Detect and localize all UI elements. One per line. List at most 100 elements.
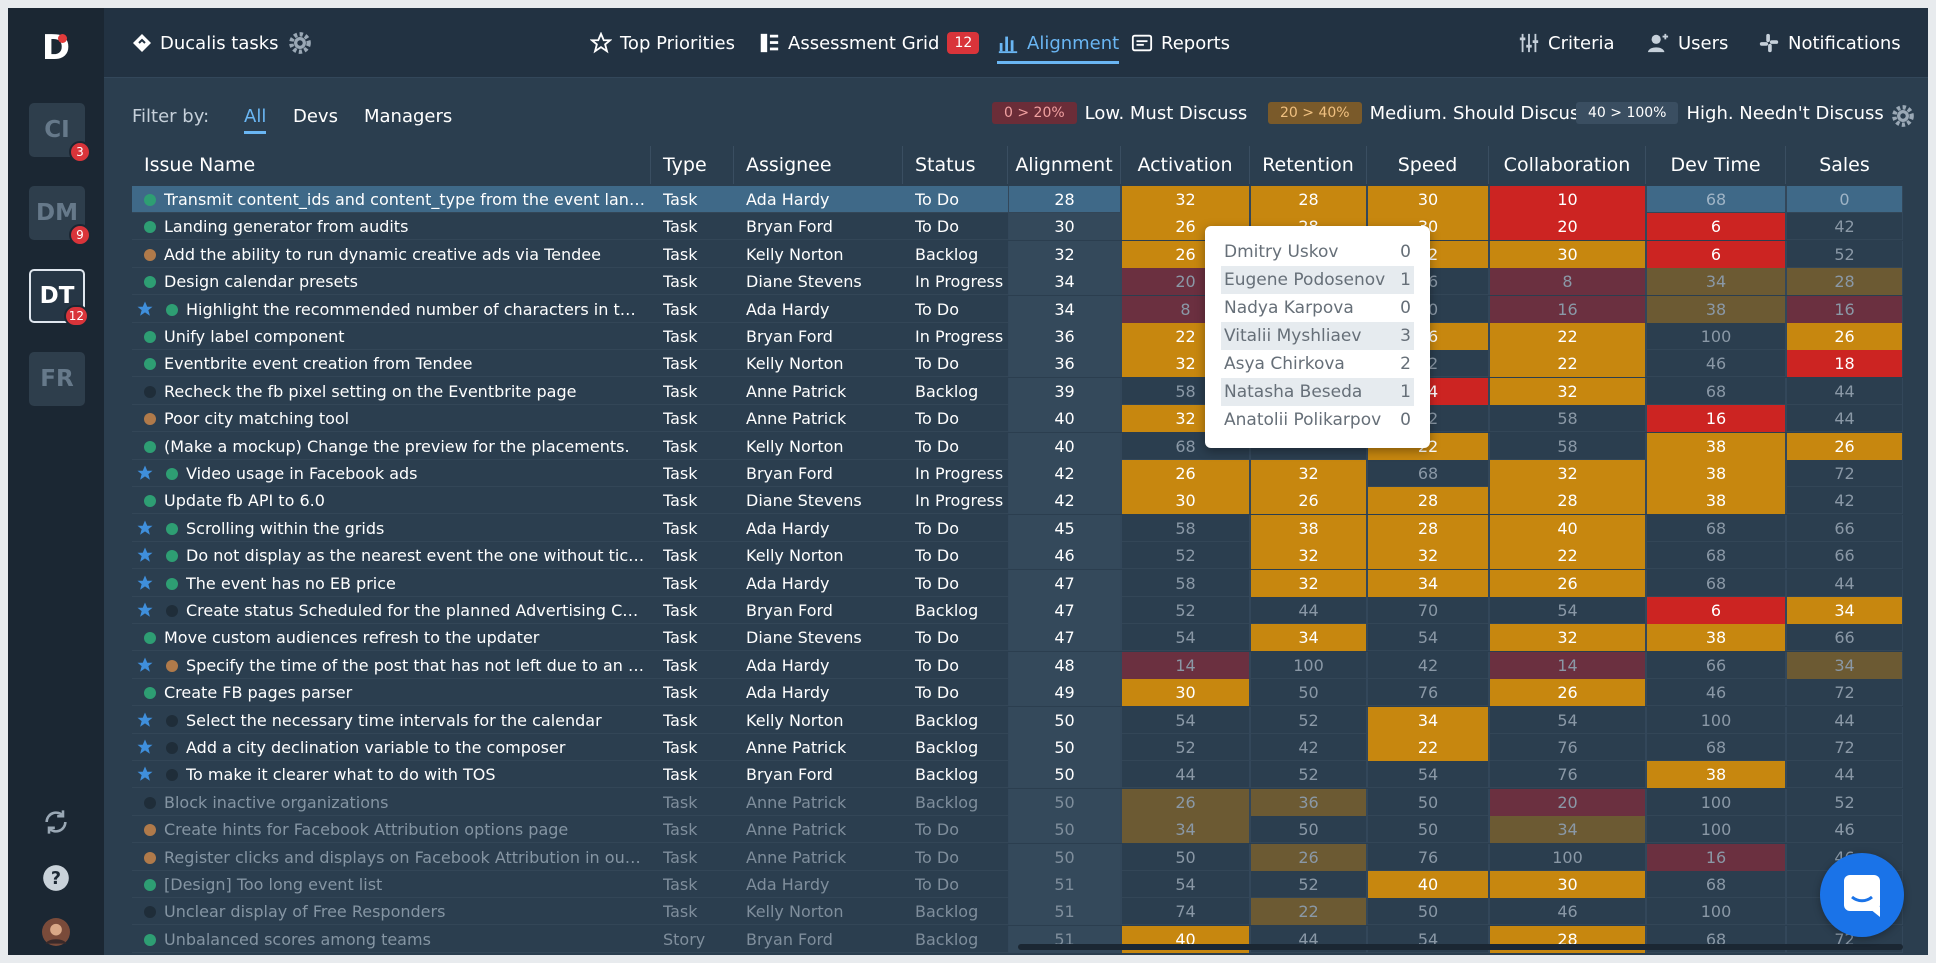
criteria-score[interactable]: 20 [1489, 788, 1646, 816]
project-dt[interactable]: DT 12 [29, 269, 89, 327]
help-icon[interactable]: ? [42, 864, 70, 892]
star-icon[interactable] [136, 711, 154, 729]
criteria-score[interactable]: 22 [1489, 323, 1646, 350]
criteria-score[interactable]: 76 [1367, 843, 1489, 871]
project-dm[interactable]: DM 9 [29, 186, 91, 246]
criteria-score[interactable]: 34 [1121, 816, 1250, 844]
criteria-score[interactable]: 72 [1786, 734, 1903, 761]
table-row[interactable]: Do not display as the nearest event the … [132, 542, 1903, 570]
criteria-score[interactable]: 46 [1646, 350, 1786, 378]
table-row[interactable]: Design calendar presets Task Diane Stevens… [132, 268, 1903, 296]
criteria-score[interactable]: 42 [1786, 487, 1903, 515]
table-row[interactable]: Move custom audiences refresh to the upd… [132, 624, 1903, 652]
issue-name[interactable]: Highlight the recommended number of char… [186, 299, 645, 319]
criteria-score[interactable]: 40 [1489, 514, 1646, 542]
tab-assessment-grid[interactable]: Assessment Grid 12 [758, 28, 980, 58]
star-icon[interactable] [136, 519, 154, 537]
criteria-score[interactable]: 100 [1646, 788, 1786, 816]
header-alignment[interactable]: Alignment [1008, 146, 1121, 184]
criteria-score[interactable]: 100 [1646, 323, 1786, 350]
criteria-score[interactable]: 66 [1646, 651, 1786, 679]
criteria-score[interactable]: 14 [1489, 651, 1646, 679]
criteria-score[interactable]: 44 [1786, 405, 1903, 433]
criteria-score[interactable]: 32 [1121, 186, 1250, 213]
criteria-score[interactable]: 6 [1646, 597, 1786, 624]
criteria-score[interactable]: 16 [1646, 843, 1786, 871]
horizontal-scrollbar[interactable] [1018, 944, 1903, 950]
criteria-score[interactable]: 28 [1367, 514, 1489, 542]
criteria-score[interactable]: 32 [1367, 542, 1489, 570]
star-icon[interactable] [136, 464, 154, 482]
criteria-score[interactable]: 42 [1367, 651, 1489, 679]
criteria-score[interactable]: 66 [1786, 542, 1903, 570]
settings-gear-icon[interactable] [287, 30, 313, 56]
criteria-score[interactable]: 44 [1786, 761, 1903, 789]
criteria-score[interactable]: 32 [1250, 460, 1367, 487]
table-row[interactable]: [Design] Too long event list Task Ada Hard… [132, 871, 1903, 898]
issue-name[interactable]: Select the necessary time intervals for … [186, 710, 602, 730]
table-row[interactable]: Add a city declination variable to the c… [132, 734, 1903, 761]
criteria-score[interactable]: 58 [1121, 569, 1250, 597]
criteria-score[interactable]: 20 [1489, 213, 1646, 241]
criteria-score[interactable]: 72 [1786, 460, 1903, 487]
criteria-score[interactable]: 26 [1121, 460, 1250, 487]
criteria-score[interactable]: 36 [1250, 788, 1367, 816]
star-icon[interactable] [136, 738, 154, 756]
criteria-score[interactable]: 52 [1121, 597, 1250, 624]
criteria-score[interactable]: 42 [1250, 734, 1367, 761]
table-row[interactable]: Unclear display of Free Responders Task Ke… [132, 898, 1903, 926]
criteria-score[interactable]: 38 [1646, 295, 1786, 323]
issue-name[interactable]: Update fb API to 6.0 [164, 491, 325, 511]
criteria-score[interactable]: 66 [1786, 624, 1903, 652]
table-row[interactable]: Landing generator from audits Task Bryan F… [132, 213, 1903, 241]
issue-name[interactable]: Create FB pages parser [164, 683, 353, 703]
criteria-score[interactable]: 32 [1250, 542, 1367, 570]
criteria-score[interactable]: 100 [1489, 843, 1646, 871]
criteria-score[interactable]: 68 [1646, 734, 1786, 761]
criteria-score[interactable]: 100 [1646, 898, 1786, 926]
header-sales[interactable]: Sales [1819, 154, 1870, 176]
issue-name[interactable]: Poor city matching tool [164, 409, 350, 429]
criteria-score[interactable]: 32 [1250, 569, 1367, 597]
criteria-score[interactable]: 22 [1489, 542, 1646, 570]
criteria-score[interactable]: 54 [1121, 706, 1250, 734]
criteria-score[interactable]: 50 [1367, 898, 1489, 926]
criteria-score[interactable]: 68 [1646, 569, 1786, 597]
issue-name[interactable]: Create status Scheduled for the planned … [186, 601, 645, 620]
criteria-score[interactable]: 16 [1646, 405, 1786, 433]
criteria-score[interactable]: 58 [1121, 514, 1250, 542]
star-icon[interactable] [136, 300, 154, 318]
criteria-score[interactable]: 34 [1646, 268, 1786, 296]
criteria-score[interactable]: 30 [1367, 186, 1489, 213]
criteria-score[interactable]: 22 [1250, 898, 1367, 926]
table-row[interactable]: Unify label component Task Bryan Ford In Pr… [132, 323, 1903, 350]
criteria-score[interactable]: 52 [1786, 240, 1903, 268]
issue-name[interactable]: Landing generator from audits [164, 217, 409, 237]
criteria-score[interactable]: 26 [1786, 432, 1903, 460]
criteria-score[interactable]: 46 [1646, 679, 1786, 707]
issue-name[interactable]: Unify label component [164, 327, 345, 346]
tab-reports[interactable]: Reports [1131, 28, 1230, 58]
criteria-score[interactable]: 100 [1646, 816, 1786, 844]
criteria-score[interactable]: 52 [1250, 871, 1367, 898]
criteria-score[interactable]: 46 [1786, 816, 1903, 844]
chat-button[interactable] [1820, 853, 1904, 937]
criteria-score[interactable]: 40 [1367, 871, 1489, 898]
criteria-score[interactable]: 68 [1646, 871, 1786, 898]
criteria-score[interactable]: 44 [1786, 706, 1903, 734]
header-retention[interactable]: Retention [1250, 146, 1367, 184]
criteria-score[interactable]: 68 [1367, 460, 1489, 487]
tab-top-priorities[interactable]: Top Priorities [590, 28, 735, 58]
table-row[interactable]: Poor city matching tool Task Anne Patrick T… [132, 405, 1903, 433]
criteria-score[interactable]: 100 [1646, 706, 1786, 734]
criteria-score[interactable]: 28 [1367, 487, 1489, 515]
table-row[interactable]: Create status Scheduled for the planned … [132, 597, 1903, 624]
workspace-selector[interactable]: Ducalis tasks [132, 28, 279, 58]
issue-name[interactable]: Video usage in Facebook ads [186, 464, 418, 483]
criteria-score[interactable]: 46 [1489, 898, 1646, 926]
criteria-score[interactable]: 68 [1646, 186, 1786, 213]
issue-name[interactable]: Unbalanced scores among teams [164, 929, 431, 949]
criteria-score[interactable]: 42 [1786, 213, 1903, 241]
criteria-score[interactable]: 26 [1786, 323, 1903, 350]
issue-name[interactable]: Register clicks and displays on Facebook… [164, 847, 645, 867]
